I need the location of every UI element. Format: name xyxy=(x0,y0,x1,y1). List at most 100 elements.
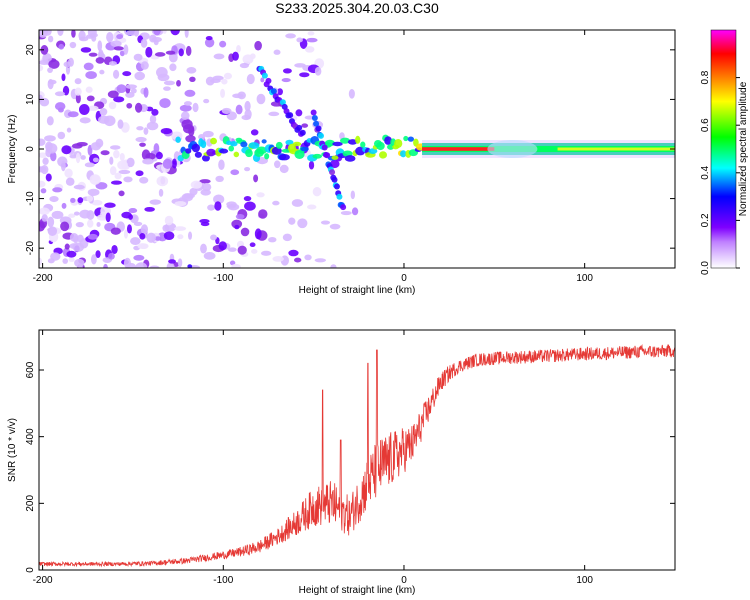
heatmap-cell xyxy=(207,204,216,211)
heatmap-cell xyxy=(246,73,255,85)
colorbar-gradient xyxy=(710,29,737,269)
heatmap-cell xyxy=(291,199,304,207)
heatmap-cell xyxy=(162,158,173,170)
heatmap-cell xyxy=(99,69,105,75)
x-tick-label: 100 xyxy=(576,575,593,586)
heatmap-cell xyxy=(184,89,196,97)
heatmap-cell xyxy=(230,169,240,176)
heatmap-cell xyxy=(250,129,259,136)
heatmap-cell xyxy=(47,67,53,73)
snr-y-label: SNR (10 * v/v) xyxy=(7,418,18,482)
heatmap-cell xyxy=(77,197,84,204)
heatmap-cell xyxy=(332,141,343,147)
heatmap-cell xyxy=(244,167,251,172)
heatmap-cell xyxy=(163,80,176,86)
heatmap-cell xyxy=(368,148,378,155)
heatmap-cell xyxy=(153,30,161,36)
heatmap-cell xyxy=(187,264,193,268)
heatmap-cell xyxy=(192,102,199,113)
heatmap-cell xyxy=(48,59,60,69)
snr-series-line xyxy=(39,344,675,568)
heatmap-cell xyxy=(254,40,262,51)
heatmap-cell xyxy=(313,120,320,127)
heatmap-cell xyxy=(285,33,296,39)
heatmap-cell xyxy=(130,88,137,94)
heatmap-cell xyxy=(86,195,94,202)
heatmap-cell xyxy=(214,201,222,211)
heatmap-cell xyxy=(265,77,272,84)
heatmap-cell xyxy=(95,250,101,259)
heatmap-cell xyxy=(199,218,210,224)
heatmap-cell xyxy=(126,102,133,109)
heatmap-cell xyxy=(39,138,46,146)
snr-frame xyxy=(38,329,676,571)
heatmap-cell xyxy=(47,226,58,236)
heatmap-cell xyxy=(113,46,124,51)
heatmap-cell xyxy=(268,111,280,117)
heatmap-cell xyxy=(331,155,339,160)
heatmap-cell xyxy=(285,139,294,145)
heatmap-cell xyxy=(256,146,267,155)
heatmap-cell xyxy=(80,47,92,53)
heatmap-cell xyxy=(117,160,128,170)
heatmap-cell xyxy=(201,183,212,192)
heatmap-cell xyxy=(213,194,225,205)
heatmap-cell xyxy=(189,76,196,82)
heatmap-cell xyxy=(54,102,66,111)
heatmap-cell xyxy=(215,175,224,183)
heatmap-cell xyxy=(185,135,196,143)
heatmap-cell xyxy=(201,154,210,162)
heatmap-cell xyxy=(154,52,166,57)
heatmap-cell xyxy=(43,30,52,36)
heatmap-cell xyxy=(109,145,121,150)
heatmap-cell xyxy=(128,214,133,220)
heatmap-cell xyxy=(170,30,180,36)
heatmap-cell xyxy=(84,162,95,168)
heatmap-cell xyxy=(243,195,252,202)
heatmap-cell xyxy=(329,223,341,230)
heatmap-cell xyxy=(296,37,303,43)
heatmap-cell xyxy=(221,78,228,85)
heatmap-cell xyxy=(125,84,138,89)
heatmap-cell xyxy=(203,252,216,260)
heatmap-cell xyxy=(42,157,49,165)
heatmap-cell xyxy=(92,157,99,163)
heatmap-cell xyxy=(157,73,170,82)
heatmap-y-label: Frequency (Hz) xyxy=(7,115,18,184)
heatmap-cell xyxy=(123,229,128,239)
x-tick-label: -100 xyxy=(213,575,233,586)
heatmap-cell xyxy=(205,35,213,41)
heatmap-cell xyxy=(310,109,317,116)
heatmap-cell xyxy=(219,148,229,154)
heatmap-cell xyxy=(47,35,54,43)
colorbar: 0.0 0.2 0.4 0.6 0.8 Normalized spectral ampl… xyxy=(700,29,749,275)
heatmap-cell xyxy=(202,130,214,138)
heatmap-cell xyxy=(295,109,303,117)
heatmap-cell xyxy=(61,145,72,155)
heatmap-cell xyxy=(254,228,262,240)
colorbar-ticks: 0.0 0.2 0.4 0.6 0.8 xyxy=(700,70,740,275)
heatmap-cell xyxy=(113,149,120,159)
heatmap-cell xyxy=(394,138,403,148)
heatmap-cell xyxy=(139,176,149,184)
heatmap-cell xyxy=(272,200,280,206)
heatmap-cell xyxy=(145,46,153,58)
heatmap-cell xyxy=(83,62,94,71)
heatmap-cell xyxy=(223,72,232,80)
heatmap-cell xyxy=(64,243,70,250)
heatmap-cell xyxy=(144,206,155,212)
heatmap-cell xyxy=(66,127,72,133)
heatmap-cell xyxy=(282,68,292,74)
heatmap-cell xyxy=(232,93,244,99)
heatmap-cell xyxy=(72,242,85,252)
heatmap-cell xyxy=(245,149,253,158)
heatmap-cell xyxy=(57,131,66,140)
heatmap-cell xyxy=(149,265,160,268)
heatmap-cell xyxy=(50,151,57,162)
snr-y-ticks: 0 200 400 600 xyxy=(25,361,675,573)
heatmap-cell xyxy=(188,126,195,137)
heatmap-cell xyxy=(308,160,315,170)
heatmap-cell xyxy=(274,160,281,169)
heatmap-cell xyxy=(333,183,340,190)
heatmap-cell xyxy=(344,155,356,162)
